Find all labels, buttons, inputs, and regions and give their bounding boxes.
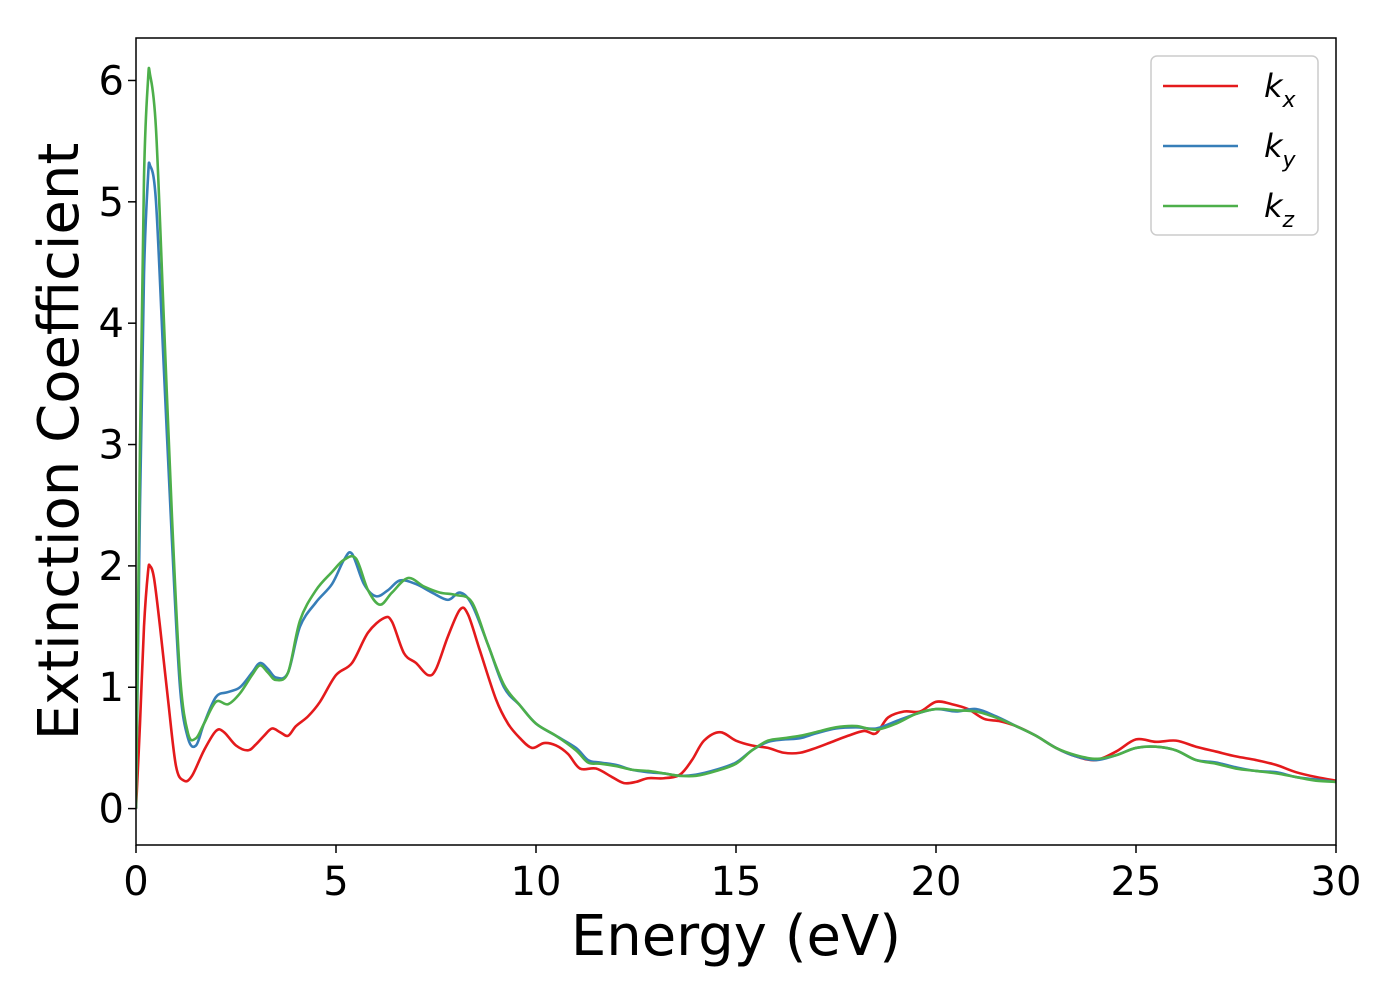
- y-tick-label: 4: [99, 301, 124, 347]
- y-tick-label: 1: [99, 665, 124, 711]
- y-tick-label: 3: [99, 423, 124, 469]
- y-tick-label: 0: [99, 787, 124, 833]
- x-tick-label: 0: [123, 859, 148, 905]
- x-tick-label: 20: [911, 859, 962, 905]
- plot-area: [136, 66, 1336, 809]
- y-tick-label: 6: [99, 58, 124, 104]
- series-line-ky: [136, 161, 1336, 809]
- x-tick-label: 5: [323, 859, 348, 905]
- x-tick-label: 25: [1111, 859, 1162, 905]
- x-axis: 0 5 10 15 20 25 30: [123, 845, 1361, 905]
- x-axis-label: Energy (eV): [571, 904, 901, 969]
- y-axis-label: Extinction Coefficient: [27, 143, 92, 741]
- y-tick-label: 5: [99, 180, 124, 226]
- y-tick-label: 2: [99, 544, 124, 590]
- y-axis: 0 1 2 3 4 5 6: [99, 58, 136, 833]
- x-tick-label: 15: [711, 859, 762, 905]
- x-tick-label: 30: [1311, 859, 1362, 905]
- series-line-kz: [136, 66, 1336, 809]
- plot-frame: [135, 37, 1337, 846]
- x-tick-label: 10: [511, 859, 562, 905]
